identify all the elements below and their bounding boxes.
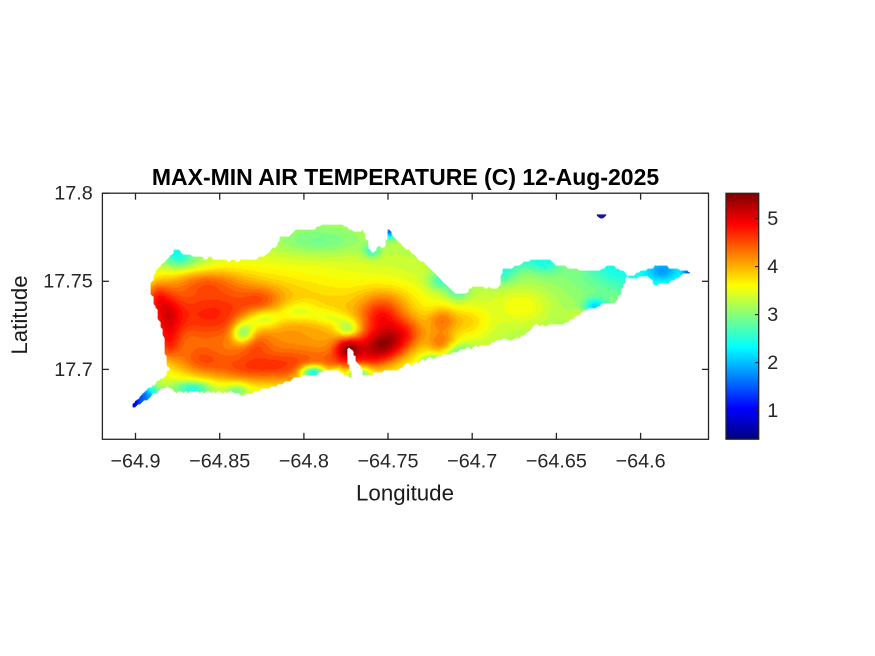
svg-text:−64.8: −64.8: [279, 451, 329, 473]
svg-text:4: 4: [767, 256, 778, 278]
svg-text:−64.75: −64.75: [357, 451, 418, 473]
svg-text:−64.85: −64.85: [189, 451, 250, 473]
svg-text:3: 3: [767, 304, 778, 326]
svg-text:17.7: 17.7: [54, 359, 93, 381]
svg-text:MAX-MIN AIR TEMPERATURE (C) 12: MAX-MIN AIR TEMPERATURE (C) 12-Aug-2025: [152, 164, 660, 190]
svg-text:1: 1: [767, 400, 778, 422]
svg-text:17.75: 17.75: [43, 271, 93, 293]
svg-text:5: 5: [767, 208, 778, 230]
svg-text:−64.6: −64.6: [616, 451, 666, 473]
svg-text:−64.7: −64.7: [447, 451, 497, 473]
svg-text:2: 2: [767, 352, 778, 374]
svg-text:−64.9: −64.9: [110, 451, 160, 473]
svg-text:−64.65: −64.65: [526, 451, 587, 473]
svg-text:17.8: 17.8: [54, 183, 93, 205]
svg-text:Latitude: Latitude: [7, 275, 32, 354]
svg-text:Longitude: Longitude: [356, 481, 454, 506]
